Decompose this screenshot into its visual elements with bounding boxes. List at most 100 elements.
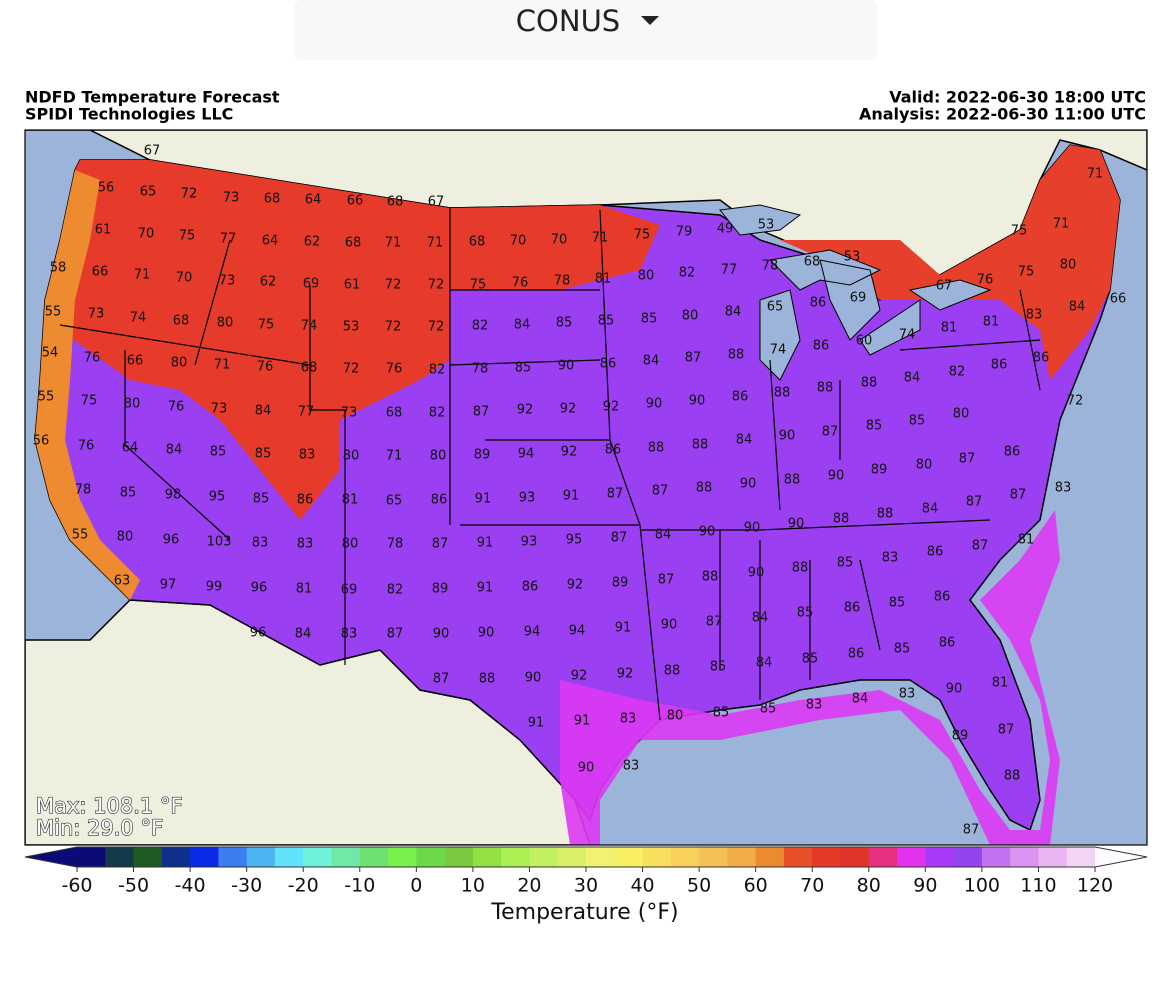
temperature-label: 85 <box>120 486 137 501</box>
temperature-label: 91 <box>477 581 494 596</box>
temperature-label: 58 <box>50 261 67 276</box>
temperature-label: 87 <box>822 425 839 440</box>
temperature-label: 86 <box>1033 351 1050 366</box>
temperature-label: 67 <box>936 279 953 294</box>
colorbar-segment <box>359 847 389 867</box>
temperature-label: 78 <box>387 537 404 552</box>
temperature-label: 90 <box>578 761 595 776</box>
temperature-label: 61 <box>95 223 112 238</box>
temperature-label: 77 <box>721 263 738 278</box>
colorbar-segment <box>416 847 446 867</box>
temperature-label: 81 <box>941 321 958 336</box>
temperature-label: 88 <box>833 512 850 527</box>
colorbar-tick-label: 40 <box>630 875 654 897</box>
colorbar-segment <box>897 847 926 867</box>
temperature-label: 95 <box>566 533 583 548</box>
temperature-label: 73 <box>223 191 240 206</box>
temperature-label: 86 <box>1004 445 1021 460</box>
temperature-label: 91 <box>615 621 632 636</box>
temperature-label: 85 <box>909 414 926 429</box>
temperature-label: 90 <box>779 429 796 444</box>
temperature-label: 73 <box>211 402 228 417</box>
temperature-label: 88 <box>1004 769 1021 784</box>
northeast-warm <box>780 145 1120 380</box>
temperature-label: 86 <box>732 390 749 405</box>
temperature-label: 92 <box>571 669 588 684</box>
temperature-label: 99 <box>206 580 223 595</box>
temperature-label: 90 <box>689 394 706 409</box>
temperature-label: 90 <box>788 517 805 532</box>
temperature-label: 82 <box>472 319 489 334</box>
temperature-label: 84 <box>514 318 531 333</box>
temperature-label: 54 <box>42 346 59 361</box>
colorbar-label: Temperature (°F) <box>490 900 678 925</box>
temperature-label: 82 <box>387 583 404 598</box>
colorbar-segment <box>161 847 191 867</box>
temperature-label: 80 <box>953 407 970 422</box>
temperature-label: 82 <box>679 266 696 281</box>
temperature-label: 88 <box>702 570 719 585</box>
temperature-label: 90 <box>946 682 963 697</box>
temperature-label: 70 <box>138 227 155 242</box>
colorbar-segment <box>614 847 644 867</box>
temperature-label: 68 <box>345 236 362 251</box>
temperature-label: 86 <box>813 339 830 354</box>
temperature-label: 84 <box>904 371 921 386</box>
temperature-label: 103 <box>207 535 232 550</box>
colorbar-tick-label: -50 <box>118 875 149 897</box>
temperature-label: 56 <box>98 181 115 196</box>
colorbar-segment <box>953 847 983 867</box>
temperature-label: 80 <box>117 530 134 545</box>
temperature-label: 85 <box>866 419 883 434</box>
temperature-label: 75 <box>1011 224 1028 239</box>
colorbar-segment <box>133 847 163 867</box>
temperature-label: 72 <box>1067 394 1084 409</box>
temperature-label: 66 <box>1110 292 1127 307</box>
temperature-label: 84 <box>922 502 939 517</box>
temperature-label: 76 <box>78 439 95 454</box>
temperature-label: 96 <box>163 533 180 548</box>
temperature-label: 64 <box>305 193 322 208</box>
temperature-label: 76 <box>84 351 101 366</box>
colorbar-segment <box>812 847 841 867</box>
temperature-label: 85 <box>797 606 814 621</box>
temperature-label: 86 <box>927 545 944 560</box>
temperature-label: 82 <box>949 365 966 380</box>
temperature-label: 72 <box>428 320 445 335</box>
temperature-label: 79 <box>676 225 693 240</box>
temperature-label: 91 <box>528 716 545 731</box>
temperature-label: 88 <box>728 348 745 363</box>
temperature-label: 83 <box>1026 308 1043 323</box>
temperature-label: 87 <box>658 573 675 588</box>
temperature-label: 80 <box>343 449 360 464</box>
state-borders <box>59 208 1041 721</box>
temperature-label: 83 <box>252 536 269 551</box>
min-stat: Min: 29.0 °F <box>36 816 163 840</box>
dropdown-caret <box>641 16 659 25</box>
temperature-label: 62 <box>304 235 321 250</box>
temperature-label: 84 <box>736 433 753 448</box>
temperature-label: 90 <box>646 397 663 412</box>
temperature-label: 80 <box>217 316 234 331</box>
temperature-label: 71 <box>592 231 609 246</box>
colorbar-segment <box>868 847 898 867</box>
colorbar-tick-label: 60 <box>744 875 768 897</box>
temperature-label: 80 <box>916 458 933 473</box>
temperature-label: 76 <box>168 400 185 415</box>
temperature-label: 84 <box>725 305 742 320</box>
colorbar-segment <box>981 847 1011 867</box>
temperature-label: 65 <box>140 185 157 200</box>
temperature-label: 87 <box>1010 488 1027 503</box>
title: NDFD Temperature Forecast <box>25 88 280 107</box>
temperature-label: 68 <box>173 314 190 329</box>
temperature-label: 90 <box>740 477 757 492</box>
colorbar-over <box>1095 847 1147 867</box>
point-labels: 67 56 65 72 73 68 64 66 68 67 61 70 75 77 64 62 68 71 71 68… <box>33 144 1127 838</box>
colorbar-segment <box>642 847 672 867</box>
temperature-label: 75 <box>1018 265 1035 280</box>
temperature-label: 92 <box>603 400 620 415</box>
temperature-label: 83 <box>806 698 823 713</box>
temperature-label: 91 <box>563 489 580 504</box>
region-dropdown[interactable] <box>294 0 878 60</box>
temperature-label: 85 <box>253 492 270 507</box>
